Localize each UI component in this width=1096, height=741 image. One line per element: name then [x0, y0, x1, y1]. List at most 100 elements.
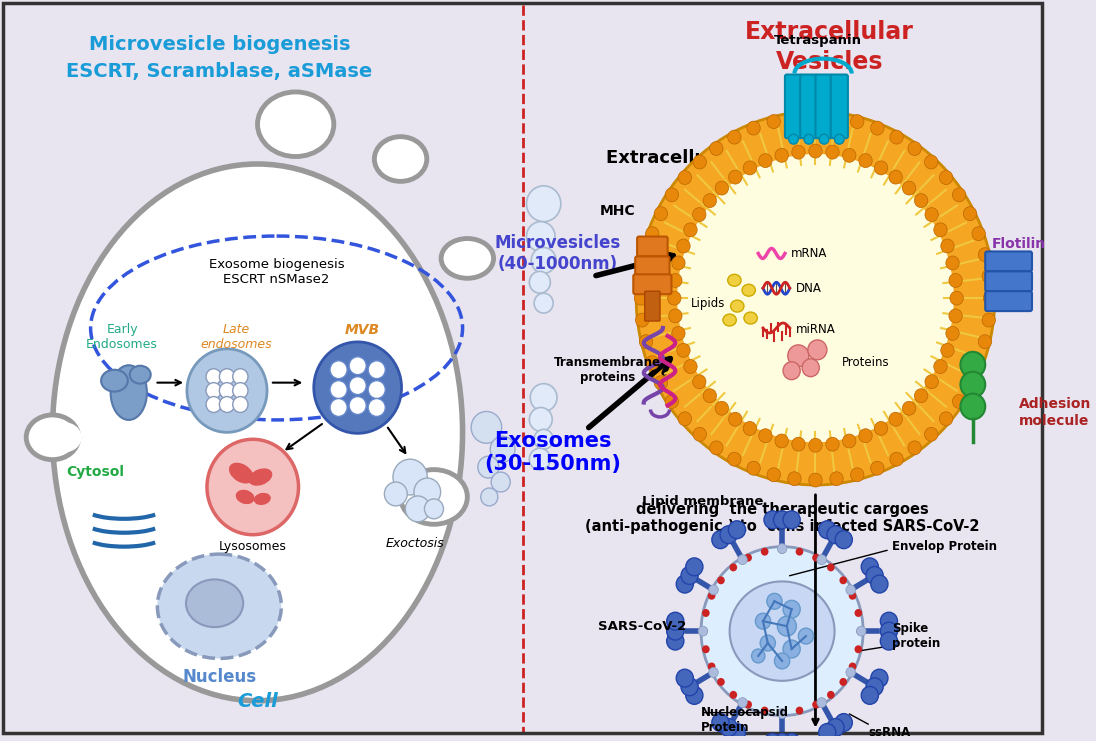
Circle shape — [963, 376, 977, 390]
Circle shape — [934, 359, 947, 373]
Circle shape — [666, 632, 684, 650]
Circle shape — [880, 622, 898, 640]
Circle shape — [952, 188, 966, 202]
Circle shape — [830, 472, 843, 485]
Circle shape — [232, 382, 248, 399]
Circle shape — [646, 356, 659, 370]
FancyBboxPatch shape — [815, 75, 833, 138]
Circle shape — [809, 473, 822, 487]
FancyBboxPatch shape — [831, 75, 848, 138]
Circle shape — [767, 594, 783, 609]
Circle shape — [907, 142, 922, 156]
FancyBboxPatch shape — [800, 75, 818, 138]
Circle shape — [925, 207, 938, 222]
Circle shape — [861, 686, 878, 705]
Circle shape — [635, 291, 648, 305]
Ellipse shape — [186, 579, 243, 627]
Text: MHC: MHC — [600, 204, 635, 218]
Circle shape — [788, 472, 801, 485]
Circle shape — [709, 585, 718, 595]
Circle shape — [902, 402, 916, 415]
Circle shape — [717, 678, 724, 686]
Circle shape — [330, 381, 347, 399]
Circle shape — [684, 359, 697, 373]
Circle shape — [934, 223, 947, 237]
Circle shape — [530, 384, 557, 411]
Circle shape — [693, 207, 706, 222]
Circle shape — [206, 382, 221, 399]
Circle shape — [982, 269, 995, 283]
Ellipse shape — [101, 370, 128, 391]
Circle shape — [850, 115, 864, 128]
Ellipse shape — [723, 314, 737, 326]
Circle shape — [802, 359, 820, 376]
Text: Microvesicle biogenesis: Microvesicle biogenesis — [89, 35, 350, 54]
Circle shape — [669, 273, 682, 288]
Circle shape — [529, 271, 550, 293]
Circle shape — [678, 412, 692, 426]
Circle shape — [940, 343, 955, 357]
Circle shape — [796, 548, 803, 556]
Circle shape — [490, 436, 515, 462]
Circle shape — [686, 686, 703, 705]
Circle shape — [880, 632, 898, 650]
Circle shape — [791, 145, 806, 159]
Circle shape — [979, 335, 992, 349]
Circle shape — [982, 313, 995, 327]
Circle shape — [187, 349, 267, 432]
Ellipse shape — [400, 470, 467, 525]
FancyBboxPatch shape — [633, 274, 672, 294]
Circle shape — [529, 448, 550, 470]
Ellipse shape — [744, 312, 757, 324]
Text: Nucleocapsid
Protein: Nucleocapsid Protein — [701, 705, 789, 734]
Circle shape — [746, 461, 761, 475]
FancyBboxPatch shape — [644, 291, 660, 321]
Circle shape — [667, 291, 681, 305]
Circle shape — [950, 291, 963, 305]
Ellipse shape — [111, 365, 147, 420]
Circle shape — [646, 227, 659, 241]
Circle shape — [949, 309, 962, 323]
Circle shape — [972, 356, 985, 370]
Circle shape — [313, 342, 401, 433]
Circle shape — [850, 468, 864, 482]
Circle shape — [940, 239, 955, 253]
Circle shape — [676, 575, 694, 593]
Text: Exosome biogenesis
ESCRT nSMase2: Exosome biogenesis ESCRT nSMase2 — [208, 259, 344, 287]
Text: Lipids: Lipids — [690, 296, 724, 310]
Circle shape — [730, 691, 738, 699]
Circle shape — [665, 188, 678, 202]
Circle shape — [219, 396, 235, 413]
FancyBboxPatch shape — [785, 75, 802, 138]
Circle shape — [708, 592, 716, 599]
Circle shape — [708, 662, 716, 671]
Circle shape — [870, 121, 884, 135]
Ellipse shape — [728, 274, 741, 286]
Circle shape — [907, 441, 922, 455]
Circle shape — [654, 376, 667, 390]
Circle shape — [711, 531, 729, 548]
Circle shape — [960, 372, 985, 398]
Circle shape — [720, 719, 738, 737]
Text: mRNA: mRNA — [790, 247, 827, 260]
Circle shape — [393, 459, 427, 495]
Circle shape — [866, 567, 883, 585]
Circle shape — [698, 626, 708, 636]
FancyBboxPatch shape — [985, 251, 1032, 271]
Circle shape — [471, 411, 502, 443]
Circle shape — [835, 531, 853, 548]
Circle shape — [809, 110, 822, 123]
Circle shape — [729, 521, 745, 539]
Circle shape — [684, 223, 697, 237]
Circle shape — [368, 399, 386, 416]
Text: Flotilin: Flotilin — [992, 236, 1046, 250]
Circle shape — [861, 558, 878, 576]
Circle shape — [859, 429, 872, 442]
Circle shape — [859, 153, 872, 167]
Circle shape — [744, 554, 752, 562]
Circle shape — [777, 617, 797, 636]
Circle shape — [219, 382, 235, 399]
Circle shape — [952, 394, 966, 408]
Circle shape — [526, 186, 561, 222]
FancyBboxPatch shape — [637, 236, 667, 256]
